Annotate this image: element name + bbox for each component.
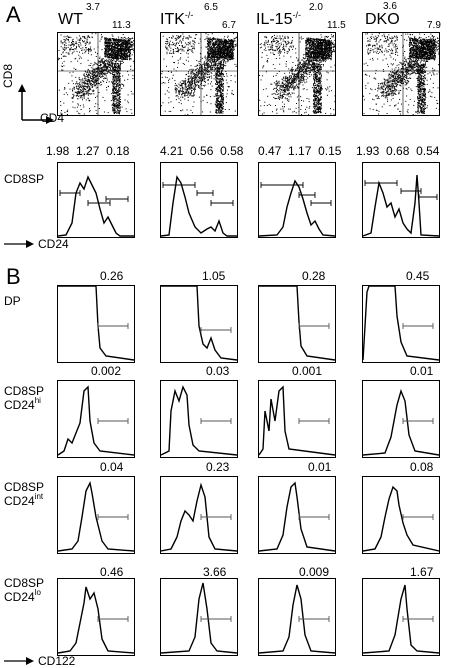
cd122-histogram-r3-c3 [362,578,440,656]
cd122-histogram-r1-c0 [57,380,135,458]
panel-b-letter: B [6,264,21,289]
genotype-title-wt: WT [58,11,83,28]
b-value-r1-c2: 0.001 [292,364,323,378]
quadrant-ul-il15: 2.0 [309,2,323,13]
dot-plot-wt [57,32,135,116]
genotype-title-dko: DKO [365,11,400,28]
cd24-stats-wt: 1.98 1.27 0.18 [46,144,130,158]
cd8-axis-label: CD8 [1,63,15,88]
cd122-histogram-r0-c1 [160,285,238,363]
cd122-histogram-r3-c2 [258,578,336,656]
cd8sp-row-label: CD8SP [4,172,45,186]
quadrant-ul-itk: 6.5 [204,2,218,13]
cd122-histogram-r2-c1 [160,476,238,554]
cd122-histogram-r1-c2 [258,380,336,458]
panel-a-letter: A [6,2,21,27]
cd24-stats-dko: 1.93 0.68 0.54 [356,144,440,158]
b-value-r2-c2: 0.01 [308,460,332,474]
b-value-r2-c3: 0.08 [410,460,434,474]
quadrant-ur-wt: 11.3 [112,20,131,31]
b-value-r1-c0: 0.002 [91,364,122,378]
cd122-histogram-r2-c3 [362,476,440,554]
row-label-dp: DP [4,294,21,308]
cd24-histogram-wt [57,162,135,238]
axis-arrows [18,84,54,124]
cd122-histogram-r1-c3 [362,380,440,458]
b-value-r0-c1: 1.05 [202,269,226,283]
row-label-cd24lo: CD8SP CD24lo [4,576,45,604]
b-value-r3-c1: 3.66 [203,565,227,579]
genotype-title-itk: ITK-/- [160,10,194,28]
cd24-stats-itk: 4.21 0.56 0.58 [160,144,244,158]
genotype-title-il15: IL-15-/- [256,10,301,28]
cd122-axis-label: CD122 [38,654,76,668]
b-value-r0-c0: 0.26 [100,269,124,283]
row-label-cd24hi: CD8SP CD24hi [4,384,45,412]
b-value-r3-c0: 0.46 [100,565,124,579]
cd122-histogram-r0-c3 [362,285,440,363]
b-value-r0-c3: 0.45 [406,269,430,283]
quadrant-ul-wt: 3.7 [86,2,100,13]
b-value-r3-c3: 1.67 [410,565,434,579]
cd24-stats-il15: 0.47 1.17 0.15 [258,144,342,158]
cd122-axis-arrow [4,657,34,665]
cd24-axis-label: CD24 [38,237,69,251]
cd122-histogram-r0-c0 [57,285,135,363]
cd24-histogram-dko [362,162,440,238]
b-value-r2-c1: 0.23 [206,460,230,474]
cd122-histogram-r3-c1 [160,578,238,656]
row-label-cd24int: CD8SP CD24int [4,480,45,508]
b-value-r1-c3: 0.01 [410,364,434,378]
cd122-histogram-r2-c0 [57,476,135,554]
quadrant-ur-il15: 11.5 [327,20,346,31]
cd4-axis-label: CD4 [40,111,65,125]
b-value-r3-c2: 0.009 [299,565,330,579]
dot-plot-dko [362,32,440,116]
b-value-r0-c2: 0.28 [302,269,326,283]
cd122-histogram-r2-c2 [258,476,336,554]
quadrant-ur-dko: 7.9 [427,20,441,31]
quadrant-ur-itk: 6.7 [222,20,236,31]
cd24-axis-arrow [4,240,34,248]
dot-plot-itk [160,32,238,116]
cd24-histogram-il15 [258,162,336,238]
cd122-histogram-r1-c1 [160,380,238,458]
cd122-histogram-r3-c0 [57,578,135,656]
b-value-r1-c1: 0.03 [206,364,230,378]
b-value-r2-c0: 0.04 [100,460,124,474]
cd122-histogram-r0-c2 [258,285,336,363]
dot-plot-il15 [258,32,336,116]
quadrant-ul-dko: 3.6 [383,1,397,12]
cd24-histogram-itk [160,162,238,238]
